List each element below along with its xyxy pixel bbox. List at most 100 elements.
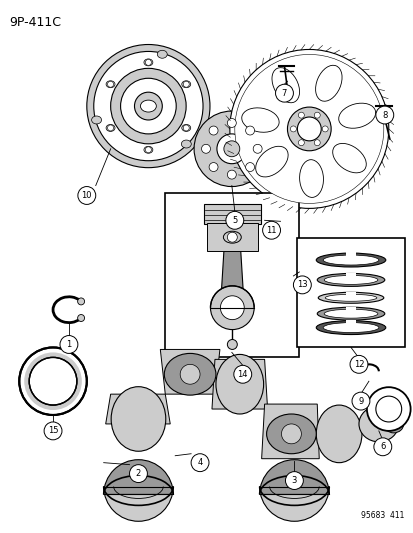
Ellipse shape bbox=[181, 125, 190, 132]
Circle shape bbox=[107, 81, 113, 87]
Circle shape bbox=[290, 126, 296, 132]
Circle shape bbox=[225, 212, 243, 229]
Text: 2: 2 bbox=[135, 469, 141, 478]
Ellipse shape bbox=[338, 103, 375, 128]
Text: 1: 1 bbox=[66, 340, 71, 349]
Text: 10: 10 bbox=[81, 191, 92, 200]
Circle shape bbox=[216, 134, 246, 164]
Circle shape bbox=[209, 126, 218, 135]
Polygon shape bbox=[261, 404, 318, 459]
Bar bbox=[297, 238, 404, 348]
Circle shape bbox=[87, 44, 209, 168]
Circle shape bbox=[209, 163, 218, 172]
Circle shape bbox=[120, 78, 176, 134]
Circle shape bbox=[201, 144, 210, 154]
Circle shape bbox=[227, 340, 237, 350]
Text: 7: 7 bbox=[281, 88, 287, 98]
Circle shape bbox=[107, 125, 113, 131]
Bar bbox=[345, 292, 355, 298]
Ellipse shape bbox=[91, 116, 101, 124]
Ellipse shape bbox=[316, 321, 385, 335]
Ellipse shape bbox=[323, 276, 377, 285]
Ellipse shape bbox=[383, 415, 403, 433]
Wedge shape bbox=[103, 487, 173, 521]
Bar bbox=[345, 252, 355, 260]
Circle shape bbox=[78, 314, 84, 321]
Circle shape bbox=[281, 424, 301, 444]
Circle shape bbox=[29, 358, 77, 405]
Ellipse shape bbox=[325, 294, 376, 301]
Circle shape bbox=[233, 365, 251, 383]
Circle shape bbox=[134, 92, 162, 120]
Ellipse shape bbox=[323, 309, 377, 318]
Ellipse shape bbox=[299, 160, 323, 197]
Circle shape bbox=[194, 111, 269, 187]
Circle shape bbox=[227, 118, 236, 127]
Circle shape bbox=[234, 54, 383, 204]
Circle shape bbox=[229, 50, 388, 208]
Circle shape bbox=[145, 147, 151, 153]
Circle shape bbox=[351, 392, 369, 410]
Circle shape bbox=[44, 422, 62, 440]
Ellipse shape bbox=[323, 255, 378, 265]
Ellipse shape bbox=[144, 147, 152, 154]
Circle shape bbox=[366, 387, 410, 431]
Ellipse shape bbox=[318, 292, 383, 303]
Text: 14: 14 bbox=[237, 370, 247, 379]
Circle shape bbox=[78, 298, 84, 305]
Ellipse shape bbox=[266, 414, 316, 454]
Ellipse shape bbox=[316, 273, 384, 286]
Ellipse shape bbox=[157, 50, 167, 58]
Circle shape bbox=[220, 296, 244, 320]
Circle shape bbox=[375, 396, 401, 422]
Ellipse shape bbox=[332, 143, 366, 173]
Ellipse shape bbox=[358, 406, 398, 442]
Circle shape bbox=[321, 126, 328, 132]
Text: 12: 12 bbox=[353, 360, 363, 369]
Bar bbox=[165, 193, 299, 358]
Circle shape bbox=[78, 187, 95, 205]
Text: 15: 15 bbox=[47, 426, 58, 435]
Circle shape bbox=[285, 472, 303, 489]
Wedge shape bbox=[103, 459, 173, 495]
Circle shape bbox=[183, 125, 189, 131]
Ellipse shape bbox=[315, 65, 341, 101]
Ellipse shape bbox=[241, 108, 278, 132]
Circle shape bbox=[145, 59, 151, 66]
Circle shape bbox=[60, 336, 78, 353]
Circle shape bbox=[375, 106, 393, 124]
Circle shape bbox=[245, 126, 254, 135]
Circle shape bbox=[93, 52, 202, 161]
Text: 3: 3 bbox=[291, 476, 297, 485]
Circle shape bbox=[297, 117, 320, 141]
Text: 6: 6 bbox=[379, 442, 385, 451]
Ellipse shape bbox=[316, 307, 384, 320]
Circle shape bbox=[253, 144, 261, 154]
FancyBboxPatch shape bbox=[203, 205, 261, 224]
Ellipse shape bbox=[181, 81, 190, 88]
Circle shape bbox=[183, 81, 189, 87]
Circle shape bbox=[373, 438, 391, 456]
Bar bbox=[345, 320, 355, 328]
Circle shape bbox=[19, 348, 87, 415]
Circle shape bbox=[262, 221, 280, 239]
Circle shape bbox=[245, 163, 254, 172]
Ellipse shape bbox=[144, 59, 152, 66]
Circle shape bbox=[298, 140, 304, 146]
Ellipse shape bbox=[181, 140, 191, 148]
Wedge shape bbox=[259, 487, 328, 521]
FancyBboxPatch shape bbox=[206, 223, 258, 251]
Text: 95683  411: 95683 411 bbox=[361, 511, 404, 520]
Ellipse shape bbox=[316, 253, 385, 267]
Text: 9P-411C: 9P-411C bbox=[9, 15, 61, 29]
Circle shape bbox=[227, 170, 236, 179]
Circle shape bbox=[191, 454, 209, 472]
Circle shape bbox=[349, 356, 367, 373]
Ellipse shape bbox=[316, 405, 361, 463]
Ellipse shape bbox=[255, 146, 287, 177]
Text: 11: 11 bbox=[266, 226, 276, 235]
Ellipse shape bbox=[323, 322, 378, 333]
Circle shape bbox=[293, 276, 311, 294]
Circle shape bbox=[210, 286, 254, 329]
Polygon shape bbox=[220, 243, 244, 308]
